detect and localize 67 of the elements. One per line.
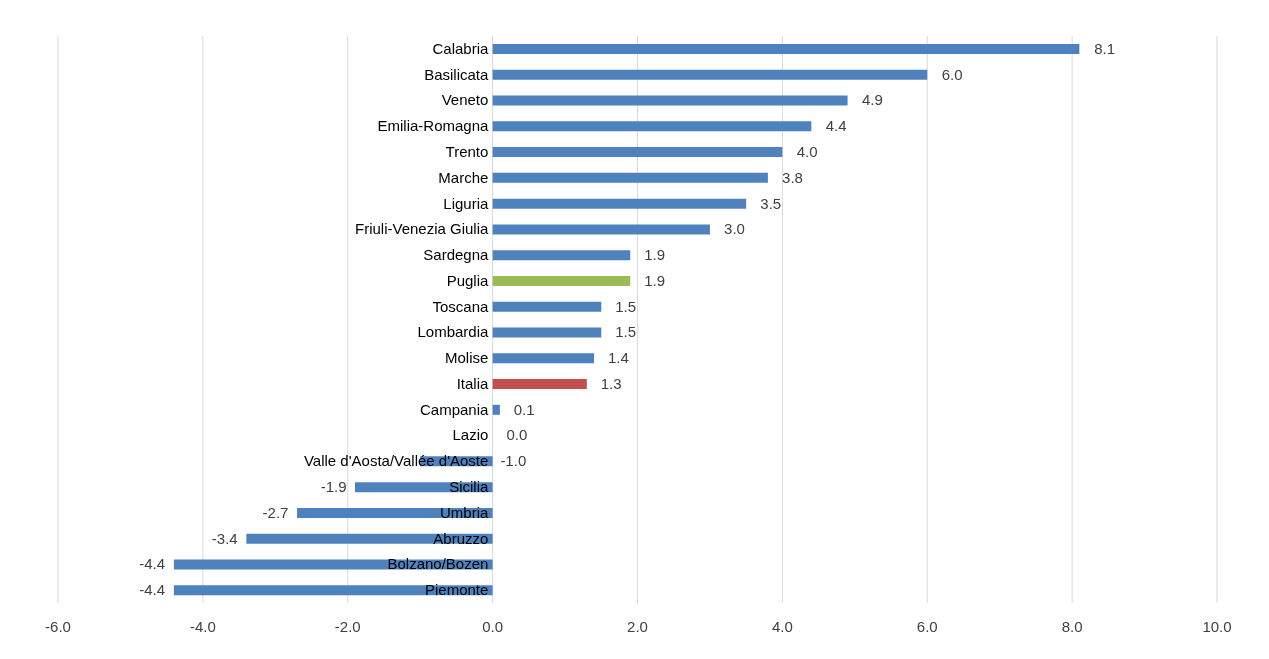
y-tick-label: Calabria <box>432 39 490 57</box>
data-label: 1.5 <box>615 323 637 341</box>
bar <box>492 404 500 415</box>
bar <box>492 353 595 364</box>
x-tick-label: 0.0 <box>482 617 504 635</box>
y-tick-label: Umbria <box>440 503 490 521</box>
data-label: 3.0 <box>724 220 745 238</box>
y-tick-label: Emilia-Romagna <box>377 117 490 135</box>
data-label: 4.4 <box>825 117 847 135</box>
data-label: 8.1 <box>1094 39 1115 57</box>
data-label: 0.0 <box>506 426 528 444</box>
y-tick-label: Trento <box>445 142 489 160</box>
y-tick-label: Piemonte <box>425 581 489 599</box>
y-tick-label: Abruzzo <box>433 529 489 547</box>
bar <box>492 95 848 106</box>
x-tick-label: 2.0 <box>627 617 648 635</box>
x-tick-label: 8.0 <box>1061 617 1083 635</box>
bar <box>492 121 812 132</box>
data-label: -4.4 <box>139 581 166 599</box>
data-label: 1.4 <box>607 349 629 367</box>
bar <box>492 198 747 209</box>
data-label: -3.4 <box>211 529 238 547</box>
data-label: 1.9 <box>644 246 666 264</box>
y-tick-label: Sicilia <box>449 478 490 496</box>
y-tick-label: Veneto <box>441 91 489 109</box>
x-tick-label: -2.0 <box>334 617 361 635</box>
y-tick-label: Molise <box>445 349 489 367</box>
x-tick-label: -4.0 <box>189 617 216 635</box>
y-tick-label: Italia <box>456 374 490 392</box>
y-tick-label: Lazio <box>452 426 489 444</box>
y-tick-label: Toscana <box>432 297 490 315</box>
bar <box>492 69 928 80</box>
bar <box>492 275 631 286</box>
y-tick-label: Marche <box>438 168 489 186</box>
x-tick-label: -6.0 <box>45 617 71 635</box>
y-tick-label: Sardegna <box>423 246 490 264</box>
data-label: 4.9 <box>861 91 883 109</box>
y-tick-label: Puglia <box>446 271 490 289</box>
data-label: 3.8 <box>782 168 803 186</box>
y-tick-label: Basilicata <box>424 65 490 83</box>
bar <box>492 301 602 312</box>
data-label: 1.5 <box>615 297 637 315</box>
bar <box>492 379 587 390</box>
data-label: 1.9 <box>644 271 666 289</box>
bar <box>492 250 631 261</box>
x-tick-label: 10.0 <box>1202 617 1232 635</box>
y-tick-label: Campania <box>420 400 490 418</box>
y-tick-label: Lombardia <box>417 323 490 341</box>
data-label: -2.7 <box>262 503 289 521</box>
y-tick-label: Liguria <box>443 194 490 212</box>
y-tick-label: Friuli-Venezia Giulia <box>354 220 490 238</box>
bar <box>492 224 710 235</box>
data-label: 4.0 <box>796 142 818 160</box>
data-label: 1.3 <box>600 374 622 392</box>
data-label: 0.1 <box>513 400 535 418</box>
data-label: 6.0 <box>941 65 963 83</box>
x-tick-label: 6.0 <box>916 617 938 635</box>
data-label: 3.5 <box>760 194 782 212</box>
data-label: -1.0 <box>500 452 527 470</box>
x-tick-label: 4.0 <box>771 617 793 635</box>
bar <box>492 147 783 158</box>
bar <box>492 172 768 183</box>
y-tick-label: Bolzano/Bozen <box>387 555 489 573</box>
data-label: -4.4 <box>139 555 166 573</box>
bar <box>492 44 1080 54</box>
data-label: -1.9 <box>320 478 347 496</box>
bar <box>492 327 602 338</box>
